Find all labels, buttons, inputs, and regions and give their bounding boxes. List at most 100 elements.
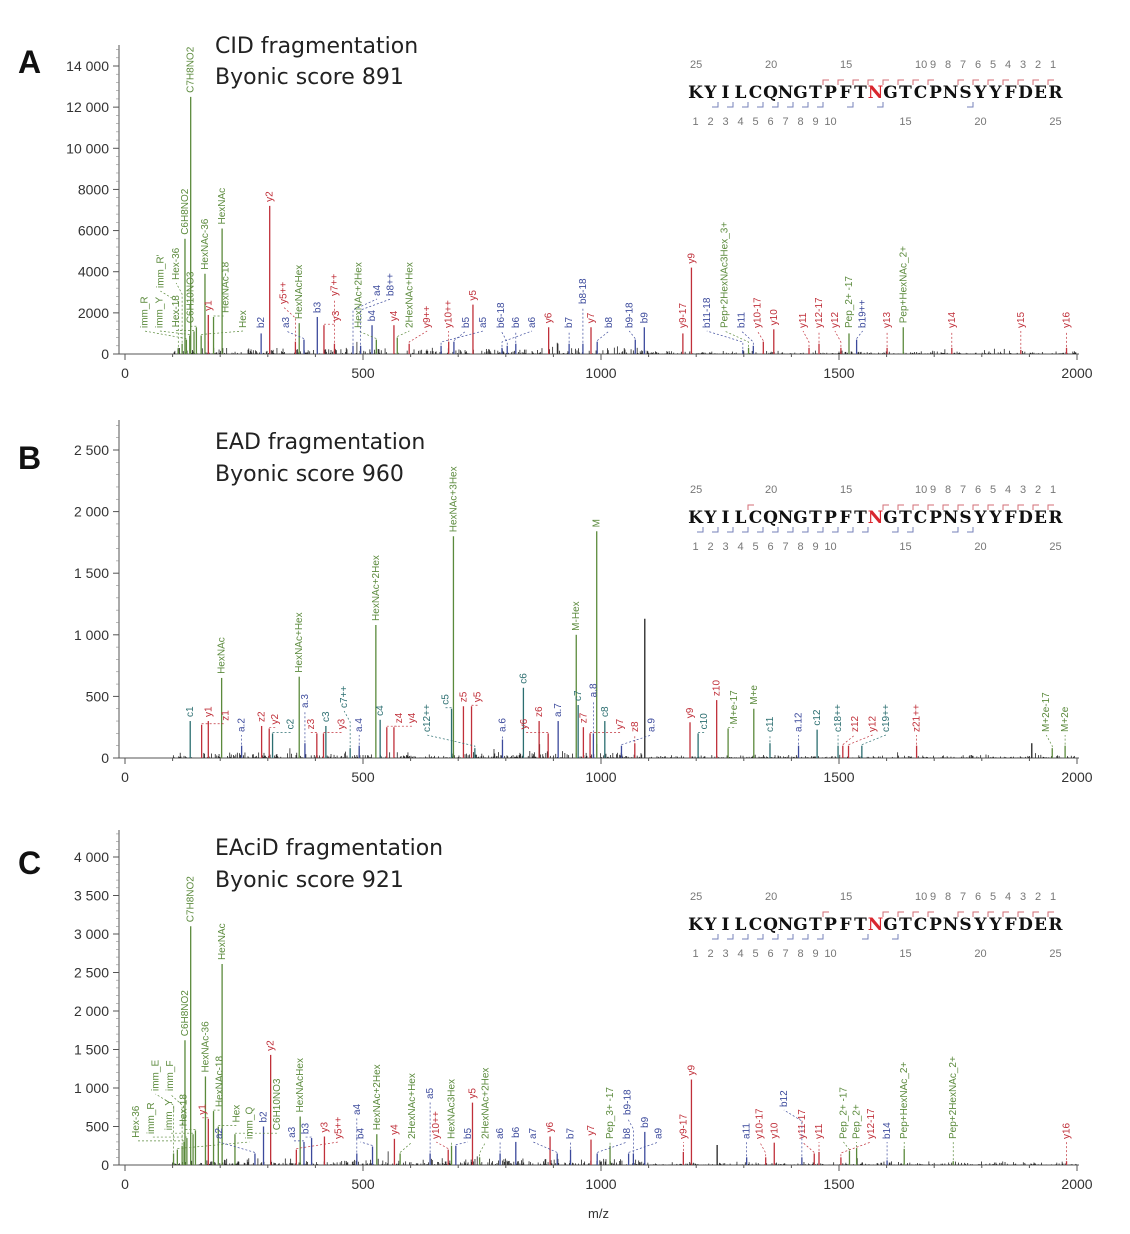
peak-label: y12	[830, 311, 841, 328]
y-ion-mark	[1002, 504, 1009, 510]
peak-leader	[500, 330, 508, 345]
y-ion-number: 1	[1050, 484, 1056, 496]
sequence-residue: K	[688, 508, 704, 528]
y-ion-mark	[822, 911, 829, 917]
peak-leader	[397, 330, 410, 337]
sequence-residue: C	[749, 915, 763, 935]
sequence-residue: N	[943, 915, 959, 935]
peak-leader	[440, 330, 484, 345]
y-ion-number: 3	[1020, 484, 1026, 496]
y-tick-label: 2 500	[74, 442, 109, 458]
peak-label: z3	[306, 718, 317, 729]
peak-label: y15	[1016, 311, 1027, 328]
y-tick-label: 500	[86, 1119, 110, 1135]
peak-label: a.12	[794, 712, 805, 732]
peak-label: y12-17	[814, 297, 825, 328]
b-ion-mark	[787, 102, 794, 108]
b-ion-number: 2	[707, 948, 713, 960]
y-ion-mark	[987, 79, 994, 85]
b-ion-mark	[727, 934, 734, 940]
y-ion-number: 9	[930, 891, 936, 903]
peak-label: a.4	[354, 718, 365, 732]
peak-leader	[842, 734, 856, 745]
sequence-residue: P	[929, 508, 942, 528]
peak-label: y1	[203, 706, 214, 717]
sequence-residue: F	[1004, 83, 1016, 103]
peak-label: z6	[534, 706, 545, 717]
peak-label: b9	[640, 1116, 651, 1128]
peak-label: Pep_2+ -17	[838, 1087, 849, 1139]
peak-label: HexNAcHex	[295, 1058, 306, 1112]
b-ion-mark	[862, 934, 869, 940]
b-ion-mark	[847, 527, 854, 533]
sequence-residue: T	[854, 915, 867, 935]
y-ion-mark	[972, 79, 979, 85]
b-ion-mark	[847, 102, 854, 108]
peak-label: y5	[467, 1088, 478, 1099]
y-ion-mark	[1002, 911, 1009, 917]
peak-label: b11-18	[702, 297, 713, 328]
panel-letter-c: C	[18, 845, 42, 881]
peak-label: HexNAc-18	[221, 261, 232, 313]
b-ion-number: 8	[797, 541, 803, 553]
y-ion-number: 25	[690, 891, 702, 903]
b-ion-mark	[757, 527, 764, 533]
peak-label: c7++	[339, 686, 350, 708]
peak-label: b5	[463, 1127, 474, 1139]
sequence-residue: K	[688, 83, 704, 103]
y-ion-number: 9	[930, 59, 936, 71]
peak-label: y2	[266, 1040, 277, 1051]
peak-label: c18++	[833, 704, 844, 732]
sequence-residue: I	[722, 915, 730, 935]
b-ion-mark	[742, 934, 749, 940]
peak-leader	[759, 1141, 767, 1157]
b-ion-number: 7	[782, 948, 788, 960]
x-tick-label: 2000	[1061, 1176, 1092, 1192]
b-ion-number: 8	[797, 116, 803, 128]
sequence-residue: T	[809, 508, 822, 528]
y-tick-label: 4 000	[74, 849, 109, 865]
y-tick-label: 1 500	[74, 565, 109, 581]
peak-label: b8++	[386, 273, 397, 296]
peak-label: a5	[478, 316, 489, 328]
peak-leader	[426, 734, 476, 748]
b-ion-mark	[907, 527, 914, 533]
y-ion-mark	[837, 79, 844, 85]
y-ion-number: 2	[1035, 484, 1041, 496]
peak-label: HexNAc	[217, 188, 228, 225]
peak-label: y1	[203, 300, 214, 311]
peak-label: a6	[527, 316, 538, 328]
peak-label: z7	[578, 712, 589, 723]
peak-leader	[596, 330, 610, 341]
peak-label: y2	[270, 713, 281, 724]
y-ion-mark	[927, 911, 934, 917]
y-ion-number: 2	[1035, 891, 1041, 903]
sequence-residue: F	[1004, 915, 1016, 935]
peak-label: a11	[742, 1123, 753, 1139]
b-ion-mark	[877, 102, 884, 108]
peak-label: y3	[331, 310, 342, 321]
peak-label: C6H10NO3	[185, 271, 196, 323]
peak-label: y6	[519, 718, 530, 729]
b-ion-mark	[817, 527, 824, 533]
peak-label: a.2	[237, 718, 248, 732]
b-ion-mark	[862, 527, 869, 533]
sequence-residue: R	[1048, 83, 1063, 103]
peak-label: imm_R'	[155, 254, 166, 288]
b-ion-mark	[967, 102, 974, 108]
peak-leader	[283, 306, 296, 341]
peak-leader	[175, 282, 183, 343]
y-ion-mark	[882, 79, 889, 85]
peak-label: y14	[947, 311, 958, 328]
panel-b-title: EAD fragmentation	[215, 430, 426, 455]
peak-leader	[1045, 734, 1053, 748]
peak-label: y10-17	[755, 1108, 766, 1139]
y-ion-mark	[897, 79, 904, 85]
peak-label: M+e	[749, 685, 760, 705]
sequence-residue: P	[824, 508, 837, 528]
b-ion-mark	[712, 934, 719, 940]
y-ion-mark	[882, 504, 889, 510]
b-ion-number: 20	[974, 948, 986, 960]
peak-leader	[533, 1141, 558, 1153]
